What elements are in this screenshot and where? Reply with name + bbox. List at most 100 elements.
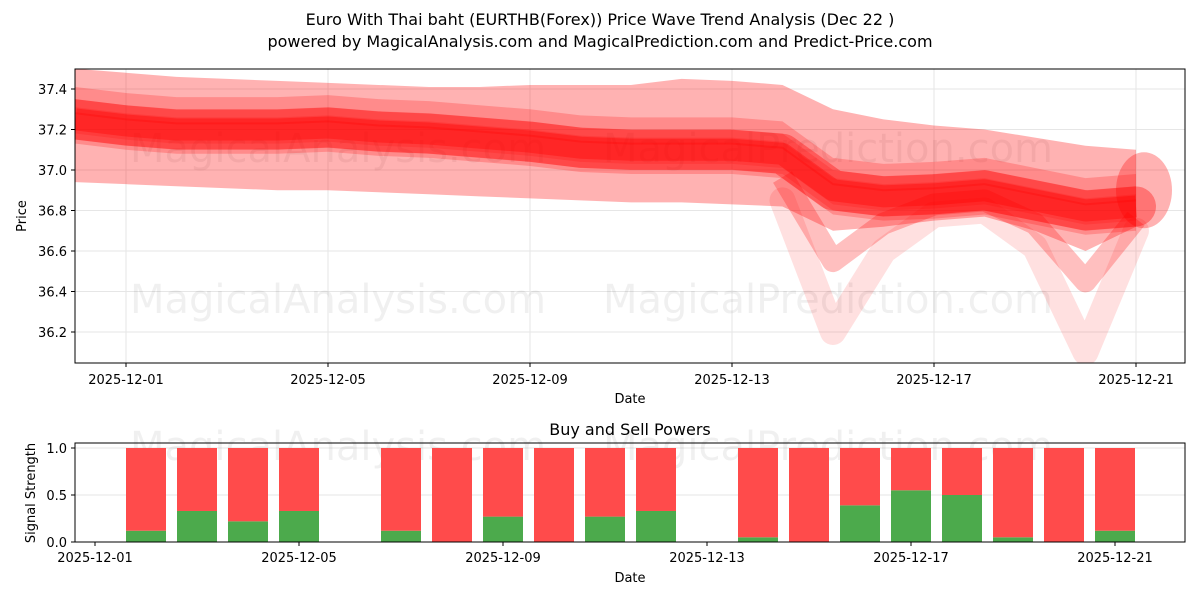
sell-bar [942, 448, 982, 495]
buy-bar [891, 490, 931, 542]
sell-bar [738, 448, 778, 538]
y-tick-label: 37.0 [38, 164, 67, 179]
sell-bar [585, 448, 625, 517]
sell-bar [126, 448, 166, 531]
buy-bar [381, 530, 421, 542]
signal-chart: Buy and Sell Powers MagicalAnalysis.com … [24, 420, 1186, 586]
wave-center-thick [75, 99, 1156, 231]
signal-bar-2025-12-03 [177, 448, 217, 542]
y-tick-label: 1.0 [46, 442, 67, 457]
y-tick-label: 0.0 [46, 536, 67, 551]
wave-spike [773, 171, 1145, 293]
signal-bar-2025-12-21 [1095, 448, 1135, 542]
sell-bar [432, 448, 472, 542]
signal-bar-2025-12-09 [483, 448, 523, 542]
sell-bar [1095, 448, 1135, 531]
signal-bar-2025-12-17 [891, 448, 931, 542]
wave-spike [769, 187, 1149, 363]
sell-bar [177, 448, 217, 511]
buy-bar [279, 510, 319, 542]
wave-band [75, 99, 1136, 231]
buy-bar [483, 516, 523, 542]
signal-bar-2025-12-11 [585, 448, 625, 542]
watermark-bottom: MagicalAnalysis.com MagicalPrediction.co… [130, 424, 1053, 470]
signal-bar-2025-12-10 [534, 448, 574, 542]
signal-x-label: Date [614, 571, 645, 586]
wave-band [75, 86, 1136, 235]
sell-bar [228, 448, 268, 522]
wave-center-line [75, 112, 1137, 206]
wave-end-cap [1116, 152, 1172, 229]
sell-bar [534, 448, 574, 542]
sell-bar [993, 448, 1033, 538]
signal-bar-2025-12-15 [789, 448, 829, 542]
buy-bar [177, 510, 217, 542]
wave-center [75, 108, 1137, 222]
signal-bar-2025-12-16 [840, 448, 880, 542]
y-tick-label: 36.8 [38, 205, 67, 220]
sell-bar [891, 448, 931, 491]
buy-bar [228, 521, 268, 542]
x-tick-label: 2025-12-01 [88, 373, 164, 388]
y-tick-label: 36.4 [38, 286, 67, 301]
buy-bar [738, 537, 778, 542]
signal-bar-2025-12-07 [381, 448, 421, 542]
x-tick-label: 2025-12-17 [873, 551, 949, 566]
price-grid [75, 69, 1185, 363]
signal-bar-2025-12-04 [228, 448, 268, 542]
x-tick-label: 2025-12-05 [261, 551, 337, 566]
wave-band-outer [75, 69, 1136, 251]
signal-bar-2025-12-08 [432, 448, 472, 542]
sell-bar [840, 448, 880, 506]
x-tick-label: 2025-12-01 [57, 551, 133, 566]
watermark-text: MagicalAnalysis.com [130, 126, 546, 172]
price-wave-bands [75, 69, 1172, 363]
signal-chart-title: Buy and Sell Powers [549, 420, 711, 439]
x-tick-label: 2025-12-17 [896, 373, 972, 388]
wave-band [75, 107, 1136, 225]
price-axes-frame [74, 68, 1186, 364]
watermark-top: MagicalAnalysis.com MagicalPrediction.co… [130, 126, 1053, 323]
signal-bars [126, 448, 1135, 542]
y-tick-label: 37.2 [38, 124, 67, 139]
sell-bar [483, 448, 523, 517]
signal-y-label: Signal Strength [24, 443, 39, 543]
x-tick-label: 2025-12-21 [1077, 551, 1153, 566]
sell-bar [789, 448, 829, 542]
buy-bar [636, 510, 676, 542]
buy-bar [1095, 530, 1135, 542]
watermark-text: MagicalPrediction.com [603, 126, 1053, 172]
buy-bar [993, 537, 1033, 542]
sell-bar [381, 448, 421, 531]
buy-bar [840, 505, 880, 542]
x-tick-label: 2025-12-09 [492, 373, 568, 388]
x-tick-label: 2025-12-09 [465, 551, 541, 566]
buy-bar [585, 516, 625, 542]
price-y-axis: 36.2 36.4 36.6 36.8 37.0 37.2 37.4 [38, 83, 75, 341]
y-tick-label: 37.4 [38, 83, 67, 98]
x-tick-label: 2025-12-13 [669, 551, 745, 566]
x-tick-label: 2025-12-21 [1098, 373, 1174, 388]
signal-bar-2025-12-20 [1044, 448, 1084, 542]
signal-y-axis: 0.0 0.5 1.0 [46, 442, 75, 551]
signal-x-axis: 2025-12-01 2025-12-05 2025-12-09 2025-12-13… [57, 542, 1153, 566]
signal-bar-2025-12-12 [636, 448, 676, 542]
signal-axes-frame [74, 442, 1186, 543]
buy-bar [942, 495, 982, 542]
sell-bar [1044, 448, 1084, 542]
x-tick-label: 2025-12-13 [694, 373, 770, 388]
chart-title: Euro With Thai baht (EURTHB(Forex)) Pric… [305, 10, 895, 29]
signal-bar-2025-12-14 [738, 448, 778, 542]
sell-bar [279, 448, 319, 511]
price-x-label: Date [614, 392, 645, 407]
sell-bar [636, 448, 676, 511]
y-tick-label: 36.2 [38, 326, 67, 341]
chart-subtitle: powered by MagicalAnalysis.com and Magic… [267, 32, 933, 51]
watermark-text: MagicalAnalysis.com [130, 277, 546, 323]
y-tick-label: 36.6 [38, 245, 67, 260]
watermark-text: MagicalPrediction.com [603, 277, 1053, 323]
price-chart: MagicalAnalysis.com MagicalPrediction.co… [15, 68, 1186, 407]
y-tick-label: 0.5 [46, 489, 67, 504]
signal-bar-2025-12-19 [993, 448, 1033, 542]
